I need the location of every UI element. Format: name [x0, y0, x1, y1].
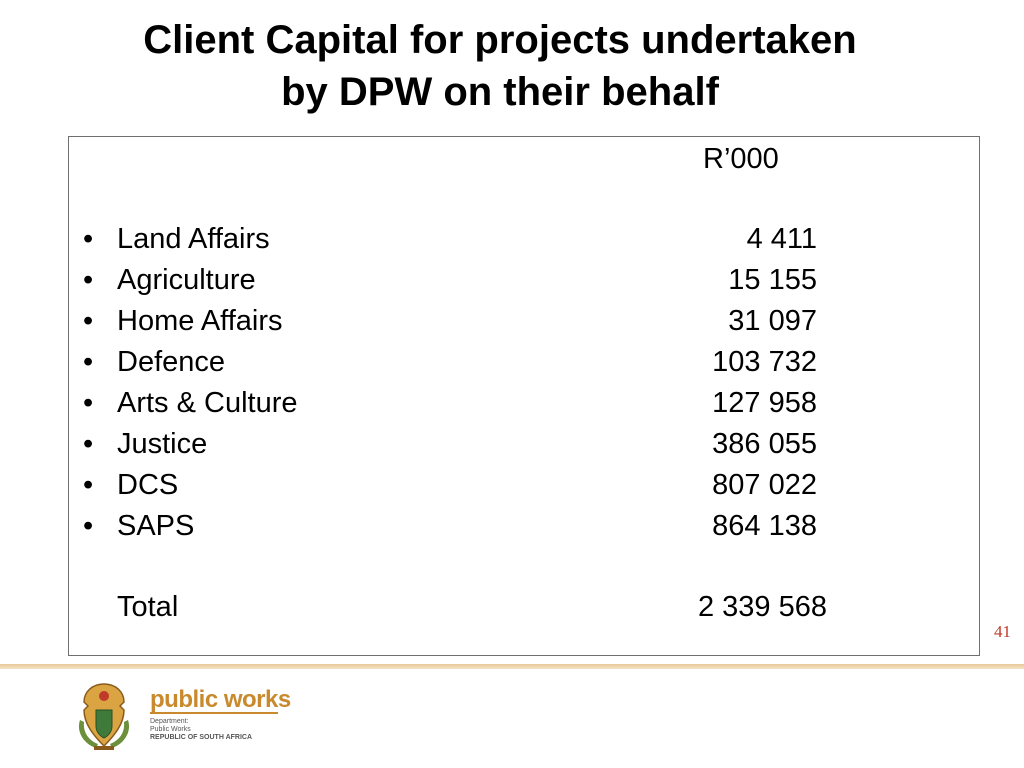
list-item: • DCS 807 022 — [69, 465, 979, 506]
item-value: 4 411 — [746, 223, 817, 255]
coat-of-arms-icon — [78, 683, 130, 750]
item-value: 103 732 — [712, 346, 817, 378]
slide-title-line-2: by DPW on their behalf — [281, 70, 719, 114]
list-item: • Arts & Culture 127 958 — [69, 383, 979, 424]
data-list: • Land Affairs 4 411 • Agriculture 15 15… — [69, 219, 979, 547]
item-value: 15 155 — [728, 264, 817, 296]
brand-line-1: Department: — [150, 718, 189, 725]
footer-divider — [0, 664, 1024, 669]
item-label: DCS — [117, 469, 179, 501]
brand-name: public works — [150, 686, 291, 713]
bullet: • — [83, 428, 94, 460]
bullet: • — [83, 264, 94, 296]
item-label: Justice — [117, 428, 208, 460]
list-item: • Agriculture 15 155 — [69, 260, 979, 301]
item-value: 31 097 — [728, 305, 817, 337]
list-item: • Justice 386 055 — [69, 424, 979, 465]
item-value: 807 022 — [712, 469, 817, 501]
slide-title: Client Capital for projects undertaken b… — [0, 14, 1000, 118]
item-value: 127 958 — [712, 387, 817, 419]
list-item: • Defence 103 732 — [69, 342, 979, 383]
item-label: Land Affairs — [117, 223, 270, 255]
item-label: SAPS — [117, 510, 195, 542]
footer-logo: public works Department: Public Works RE… — [74, 680, 294, 752]
brand-line-3: REPUBLIC OF SOUTH AFRICA — [150, 734, 253, 741]
brand-underline — [150, 712, 278, 714]
list-item: • Home Affairs 31 097 — [69, 301, 979, 342]
item-value: 386 055 — [712, 428, 817, 460]
total-row: Total 2 339 568 — [69, 587, 979, 628]
item-value: 864 138 — [712, 510, 817, 542]
bullet: • — [83, 469, 94, 501]
total-label: Total — [117, 591, 179, 623]
list-item: • Land Affairs 4 411 — [69, 219, 979, 260]
page-number: 41 — [994, 622, 1011, 641]
item-label: Defence — [117, 346, 226, 378]
bullet: • — [83, 387, 94, 419]
item-label: Arts & Culture — [117, 387, 298, 419]
item-label: Agriculture — [117, 264, 256, 296]
brand-line-2: Public Works — [150, 726, 191, 733]
unit-label: R’000 — [703, 143, 779, 175]
bullet: • — [83, 305, 94, 337]
content-box: R’000 • Land Affairs 4 411 • Agriculture… — [68, 136, 980, 656]
list-item: • SAPS 864 138 — [69, 506, 979, 547]
bullet: • — [83, 223, 94, 255]
item-label: Home Affairs — [117, 305, 283, 337]
bullet: • — [83, 346, 94, 378]
slide-title-line-1: Client Capital for projects undertaken — [143, 18, 857, 62]
bullet: • — [83, 510, 94, 542]
total-value: 2 339 568 — [697, 591, 827, 623]
